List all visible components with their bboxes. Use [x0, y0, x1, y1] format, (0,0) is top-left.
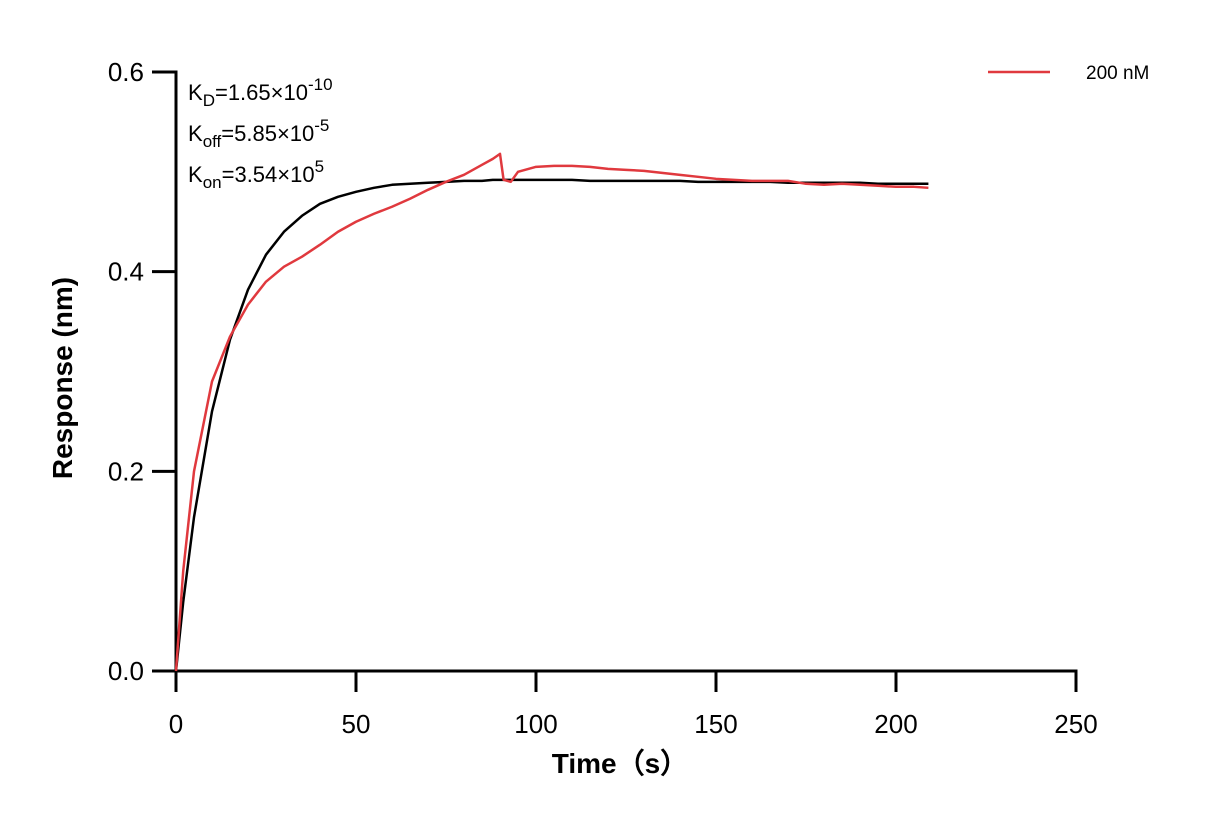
annotation-text: =1.65×10: [215, 80, 308, 105]
annotation-sup: -5: [314, 116, 329, 135]
annotation-sub: off: [203, 132, 222, 151]
annotation-text: =5.85×10: [221, 121, 314, 146]
annotation-sub: D: [203, 91, 215, 110]
x-tick-label: 200: [874, 709, 917, 739]
x-axis-title: Time（s）: [552, 747, 688, 779]
y-tick-label: 0.4: [108, 257, 144, 287]
annotation-text: =3.54×10: [222, 162, 315, 187]
y-tick-label: 0.2: [108, 456, 144, 486]
annotation-sup: 5: [315, 157, 324, 176]
annotation: Kon=3.54×105: [188, 157, 324, 192]
annotation-base: K: [188, 80, 203, 105]
x-tick-label: 100: [514, 709, 557, 739]
annotation: KD=1.65×10-10: [188, 75, 333, 110]
annotation-sub: on: [203, 173, 222, 192]
data-line: [174, 152, 929, 672]
y-tick-label: 0.0: [108, 656, 144, 686]
data-line: [174, 178, 929, 672]
y-axis-title: Response (nm): [47, 277, 78, 479]
x-tick-label: 50: [342, 709, 371, 739]
annotation-sup: -10: [308, 75, 333, 94]
legend-label: 200 nM: [1086, 63, 1149, 84]
x-tick-label: 0: [169, 709, 183, 739]
x-tick-label: 150: [694, 709, 737, 739]
y-tick-label: 0.6: [108, 57, 144, 87]
annotation: Koff=5.85×10-5: [188, 116, 329, 151]
annotation-base: K: [188, 121, 203, 146]
annotation-base: K: [188, 162, 203, 187]
x-tick-label: 250: [1054, 709, 1097, 739]
